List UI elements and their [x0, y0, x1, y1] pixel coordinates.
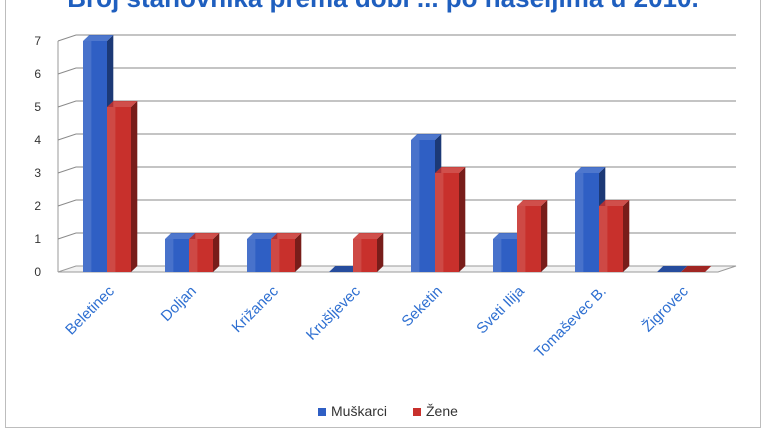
y-tick-label: 6 — [34, 67, 41, 81]
y-tick-label: 7 — [34, 34, 41, 48]
bars — [83, 35, 712, 272]
category-label: Sveti Ilija — [473, 282, 528, 337]
bar-Žene-Krušljevec — [353, 233, 384, 272]
category-label: Beletinec — [62, 282, 118, 338]
legend-swatch — [413, 408, 421, 416]
category-label: Križanec — [229, 282, 283, 336]
bar-Žene-Žigrovec — [681, 266, 712, 272]
legend-label: Žene — [426, 403, 458, 419]
bar-Muškarci-Beletinec — [83, 35, 114, 272]
gridlines — [57, 34, 737, 273]
gridline — [57, 67, 736, 75]
category-label: Krušljevec — [303, 282, 364, 343]
gridline — [57, 100, 736, 108]
gridline — [57, 166, 736, 174]
y-tick-label: 4 — [34, 133, 41, 147]
bar-Žene-Doljan — [189, 233, 220, 272]
y-tick-label: 5 — [34, 100, 41, 114]
legend-item[interactable]: Žene — [413, 403, 458, 419]
category-label: Tomaševec B. — [531, 283, 610, 362]
gridline — [57, 232, 736, 240]
bar-Muškarci-Žigrovec — [657, 266, 688, 272]
legend-label: Muškarci — [331, 403, 387, 419]
category-label: Žigrovec — [639, 282, 692, 335]
legend-item[interactable]: Muškarci — [318, 403, 387, 419]
bar-Žene-Tomaševec B. — [599, 200, 630, 272]
y-tick-label: 2 — [34, 199, 41, 213]
category-labels: Beletinec Doljan Križanec Krušljevec Seketin… — [62, 282, 692, 361]
category-label: Seketin — [398, 283, 445, 330]
legend[interactable]: Muškarci Žene — [318, 403, 458, 419]
bar-Žene-Beletinec — [107, 101, 138, 272]
bar-Žene-Križanec — [271, 233, 302, 272]
legend-swatch — [318, 408, 326, 416]
y-tick-label: 0 — [34, 265, 41, 279]
bar-Žene-Sveti Ilija — [517, 200, 548, 272]
bar-Žene-Seketin — [435, 167, 466, 272]
y-tick-label: 1 — [34, 232, 41, 246]
gridline — [57, 133, 736, 141]
bar-Muškarci-Krušljevec — [329, 266, 360, 272]
category-label: Doljan — [158, 283, 200, 325]
chart-title: Broj stanovnika prema dobi ... po naselj… — [0, 0, 766, 14]
y-tick-label: 3 — [34, 166, 41, 180]
floor — [57, 265, 737, 273]
gridline — [57, 34, 736, 42]
y-axis: 0 1 2 3 4 5 6 7 — [34, 34, 41, 279]
gridline — [57, 199, 736, 207]
